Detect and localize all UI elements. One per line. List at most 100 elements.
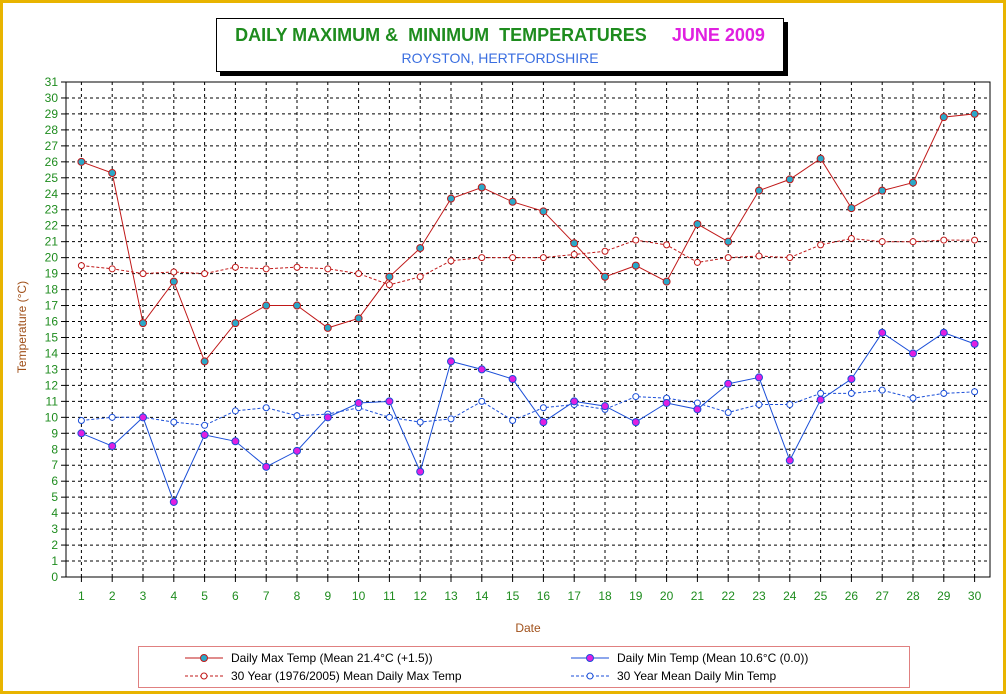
data-point [755,252,763,260]
x-tick-label: 19 [629,589,643,603]
x-tick-label: 22 [722,589,736,603]
x-tick-label: 30 [968,589,982,603]
data-point [509,254,517,262]
data-point [786,254,794,262]
data-point [755,401,763,409]
data-point [508,375,517,383]
data-point [724,379,733,388]
x-tick-label: 25 [814,589,828,603]
legend-swatch-max-30yr [185,672,223,680]
y-tick-label: 19 [45,267,59,281]
x-tick-label: 28 [906,589,920,603]
title-month: JUNE 2009 [671,25,765,45]
series-line [81,237,975,286]
data-point [631,418,640,427]
data-point [200,357,209,366]
data-point [108,413,116,421]
data-point [262,404,270,412]
data-point [323,413,332,422]
x-tick-label: 3 [140,589,147,603]
data-point [816,154,825,163]
x-tick-label: 24 [783,589,797,603]
data-point [262,265,270,273]
data-point [816,395,825,404]
x-tick-label: 29 [937,589,951,603]
data-point [170,418,178,426]
y-tick-label: 30 [45,91,59,105]
data-point [108,169,117,178]
data-point [539,207,548,216]
data-point [817,389,825,397]
data-point [293,412,301,420]
y-tick-label: 11 [46,394,59,408]
x-tick-label: 11 [383,589,396,603]
legend-item-max: Daily Max Temp (Mean 21.4°C (+1.5)) [183,649,433,667]
data-point [385,272,394,281]
x-tick-label: 23 [752,589,766,603]
data-point [77,262,85,270]
data-point [662,398,671,407]
data-point [847,375,856,383]
data-point [970,109,979,118]
legend-label-min: Daily Min Temp (Mean 10.6°C (0.0)) [617,651,809,665]
data-point [693,405,702,414]
data-point [354,314,363,323]
data-point [139,319,147,328]
axes: 0123456789101112131415161718192021222324… [45,75,991,603]
y-tick-label: 7 [51,458,58,472]
x-tick-label: 15 [506,589,520,603]
y-tick-label: 5 [51,490,58,504]
x-tick-label: 13 [444,589,458,603]
data-point [539,404,547,412]
data-point [631,261,640,270]
data-point [693,220,702,229]
legend-label-min-30yr: 30 Year Mean Daily Min Temp [617,669,777,683]
series-line [81,113,975,363]
data-point [724,409,732,417]
y-tick-label: 26 [45,155,59,169]
data-point [539,254,547,262]
y-tick-label: 21 [45,235,59,249]
legend-swatch-max [185,654,223,662]
x-tick-label: 21 [691,589,705,603]
data-point [509,417,517,425]
data-point [416,273,424,281]
data-point [632,236,640,244]
data-point [355,270,363,278]
data-point [508,197,517,206]
y-tick-label: 9 [51,426,58,440]
data-point [447,257,455,265]
x-tick-label: 26 [845,589,859,603]
x-tick-label: 18 [598,589,612,603]
y-axis-label: Temperature (°C) [15,281,29,373]
y-tick-label: 23 [45,203,59,217]
data-point [77,417,85,425]
y-tick-label: 4 [51,506,58,520]
data-point [416,418,424,426]
data-point [385,413,393,421]
x-tick-label: 10 [352,589,366,603]
data-point [477,365,486,374]
series-line [81,389,975,426]
chart-subtitle: ROYSTON, HERTFORDSHIRE [401,50,599,66]
y-tick-label: 22 [45,219,59,233]
data-point [570,250,578,258]
data-point [878,328,887,337]
x-tick-label: 2 [109,589,116,603]
data-point [817,241,825,249]
data-point [755,186,763,195]
data-point [939,328,948,337]
data-point [200,430,209,439]
x-tick-label: 6 [232,589,239,603]
series-2 [77,234,979,289]
data-point [478,397,486,405]
data-point [293,301,301,310]
legend-label-max-30yr: 30 Year (1976/2005) Mean Daily Max Temp [231,669,462,683]
y-tick-label: 25 [45,171,59,185]
data-point [970,339,979,348]
data-point [447,415,455,423]
y-tick-label: 13 [45,362,59,376]
x-tick-label: 20 [660,589,674,603]
data-point [847,234,855,242]
legend-swatch-min [571,654,609,662]
